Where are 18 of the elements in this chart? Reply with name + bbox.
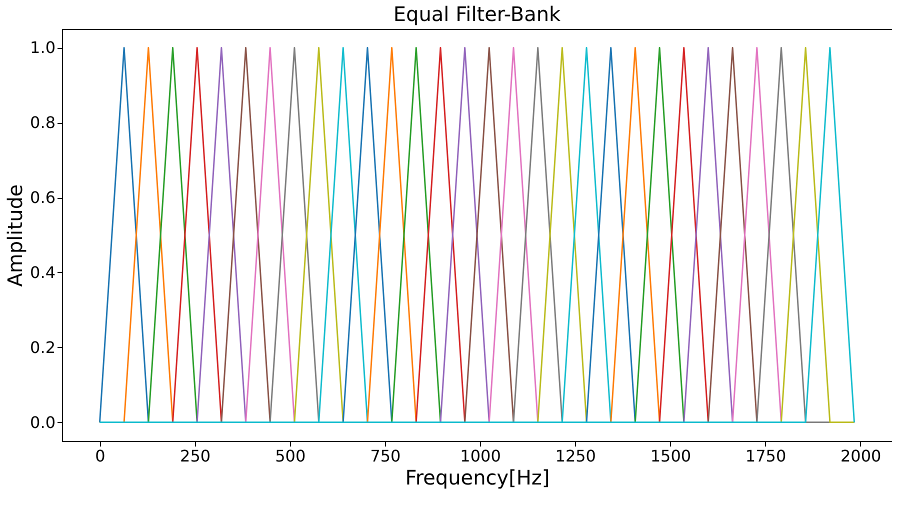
x-tick-label: 1250 — [555, 446, 596, 466]
y-tick-label: 0.2 — [30, 338, 56, 357]
y-tick-label: 0.4 — [30, 262, 56, 282]
x-tick-label: 750 — [370, 446, 401, 466]
x-tick-label: 250 — [180, 446, 211, 466]
chart-title: Equal Filter-Bank — [393, 2, 561, 26]
x-tick-label: 500 — [275, 446, 306, 466]
x-tick-label: 0 — [95, 446, 106, 466]
y-tick-label: 0.0 — [30, 412, 56, 432]
x-tick-label: 1000 — [460, 446, 501, 466]
y-tick-label: 1.0 — [30, 38, 56, 58]
x-tick-label: 1750 — [745, 446, 786, 466]
x-axis-title: Frequency[Hz] — [405, 466, 550, 490]
x-tick-label: 1500 — [650, 446, 692, 466]
y-tick-label: 0.6 — [30, 188, 56, 208]
x-tick-label: 2000 — [840, 446, 882, 466]
y-axis-title: Amplitude — [3, 184, 28, 287]
y-tick-label: 0.8 — [30, 113, 56, 132]
